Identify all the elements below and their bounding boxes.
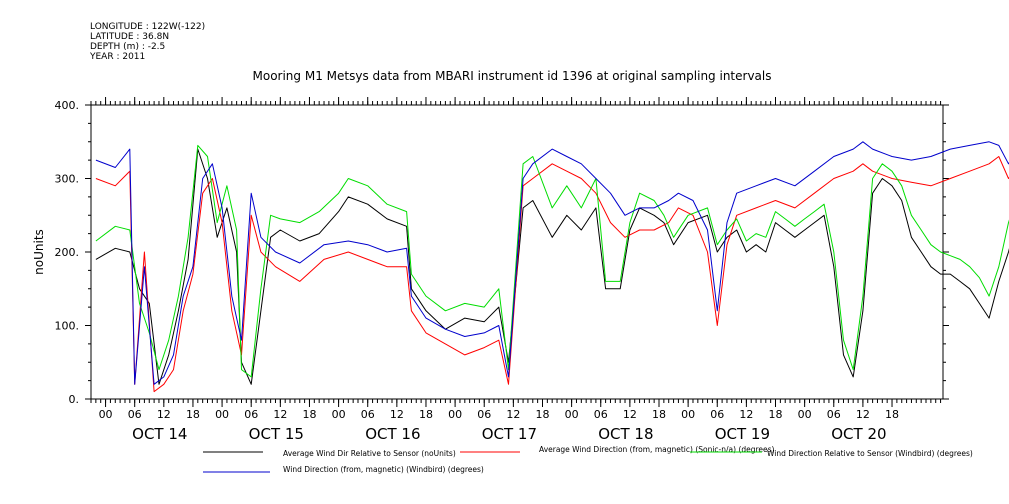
latitude-text: LATITUDE : 36.8N	[90, 32, 170, 42]
x-tick-label: 06	[244, 408, 258, 421]
series-line-4	[95, 141, 1009, 385]
x-tick-label: 12	[739, 408, 753, 421]
legend-label-4: Wind Direction (from, magnetic) (Windbir…	[283, 465, 484, 474]
x-tick-label: 12	[856, 408, 870, 421]
x-tick-label: 06	[361, 408, 375, 421]
year-text: YEAR : 2011	[90, 52, 146, 62]
x-tick-label: 18	[419, 408, 433, 421]
series-line-2	[95, 156, 1009, 393]
day-label: OCT 17	[482, 425, 537, 443]
x-tick-label: 12	[273, 408, 287, 421]
x-tick-label: 06	[477, 408, 491, 421]
x-tick-label: 12	[390, 408, 404, 421]
y-tick-label: 100.	[55, 320, 80, 333]
day-label: OCT 18	[598, 425, 653, 443]
x-tick-label: 18	[769, 408, 783, 421]
x-tick-label: 00	[332, 408, 346, 421]
x-tick-label: 06	[827, 408, 841, 421]
legend: Average Wind Dir Relative to Sensor (noU…	[203, 445, 973, 474]
x-tick-label: 18	[652, 408, 666, 421]
legend-label-1: Average Wind Dir Relative to Sensor (noU…	[283, 449, 456, 458]
y-tick-label: 400.	[55, 99, 80, 112]
x-tick-label: 00	[215, 408, 229, 421]
axes: 0. 100. 200. 300. 400. 00 06 12 18 00 06 12 18 00 06 12…	[55, 97, 949, 443]
x-tick-label: 00	[681, 408, 695, 421]
y-tick-label: 200.	[55, 246, 80, 259]
y-tick-label: 0.	[69, 393, 80, 406]
day-label: OCT 14	[132, 425, 187, 443]
x-tick-label: 12	[623, 408, 637, 421]
x-tick-label: 00	[565, 408, 579, 421]
x-tick-label: 06	[594, 408, 608, 421]
location-metadata: LONGITUDE : 122W(-122) LATITUDE : 36.8N …	[90, 22, 205, 62]
x-tick-label: 00	[99, 408, 113, 421]
x-tick-label: 12	[157, 408, 171, 421]
day-label: OCT 16	[365, 425, 420, 443]
chart-title: Mooring M1 Metsys data from MBARI instru…	[253, 69, 772, 83]
x-tick-label: 06	[710, 408, 724, 421]
depth-text: DEPTH (m) : -2.5	[90, 42, 166, 52]
x-tick-label: 00	[798, 408, 812, 421]
x-tick-label: 18	[885, 408, 899, 421]
day-label: OCT 15	[249, 425, 304, 443]
y-tick-label: 300.	[55, 173, 80, 186]
longitude-text: LONGITUDE : 122W(-122)	[90, 22, 206, 32]
y-axis-label: noUnits	[32, 229, 46, 275]
day-label: OCT 20	[831, 425, 886, 443]
x-tick-label: 18	[302, 408, 316, 421]
x-tick-label: 18	[186, 408, 200, 421]
legend-label-2: Average Wind Direction (from, magnetic) …	[539, 445, 775, 454]
x-tick-label: 12	[506, 408, 520, 421]
day-label: OCT 19	[715, 425, 770, 443]
x-tick-label: 06	[128, 408, 142, 421]
legend-label-3: Wind Direction Relative to Sensor (Windb…	[767, 449, 973, 458]
series-line-3	[95, 144, 1009, 378]
x-tick-label: 18	[535, 408, 549, 421]
x-tick-label: 00	[448, 408, 462, 421]
series-layer	[95, 141, 1009, 393]
